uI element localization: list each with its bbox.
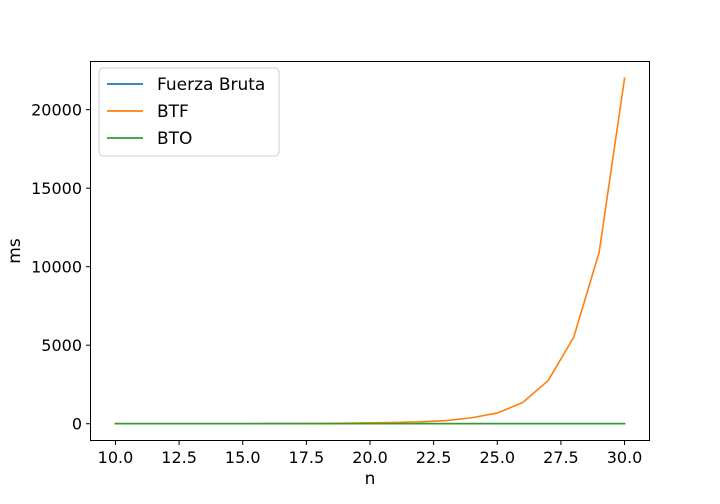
y-tick-label: 15000 bbox=[31, 179, 82, 198]
y-tick-label: 10000 bbox=[31, 258, 82, 277]
y-axis: 0 5000 10000 15000 20000 bbox=[31, 101, 90, 434]
plot-frame bbox=[90, 61, 650, 441]
x-axis: 10.0 12.5 15.0 17.5 20.0 22.5 25.0 27.5 30.0 bbox=[98, 441, 643, 467]
legend: Fuerza Bruta BTF BTO bbox=[98, 67, 280, 157]
x-tick-label: 20.0 bbox=[352, 448, 388, 467]
x-tick-label: 22.5 bbox=[416, 448, 452, 467]
series-layer bbox=[114, 77, 626, 425]
x-tick-label: 10.0 bbox=[98, 448, 134, 467]
x-tick-label: 25.0 bbox=[479, 448, 515, 467]
y-tick-label: 20000 bbox=[31, 101, 82, 120]
legend-entry: Fuerza Bruta bbox=[157, 75, 265, 95]
x-tick-label: 17.5 bbox=[289, 448, 325, 467]
y-axis-label: ms bbox=[5, 238, 25, 264]
x-tick-label: 15.0 bbox=[225, 448, 261, 467]
x-tick-label: 12.5 bbox=[161, 448, 197, 467]
y-tick-label: 0 bbox=[72, 415, 82, 434]
y-tick-label: 5000 bbox=[41, 336, 82, 355]
x-tick-label: 30.0 bbox=[607, 448, 643, 467]
legend-entry: BTO bbox=[157, 129, 192, 149]
legend-entry: BTF bbox=[157, 102, 189, 122]
x-tick-label: 27.5 bbox=[543, 448, 579, 467]
legend-box bbox=[98, 67, 280, 157]
x-axis-label: n bbox=[365, 469, 376, 489]
